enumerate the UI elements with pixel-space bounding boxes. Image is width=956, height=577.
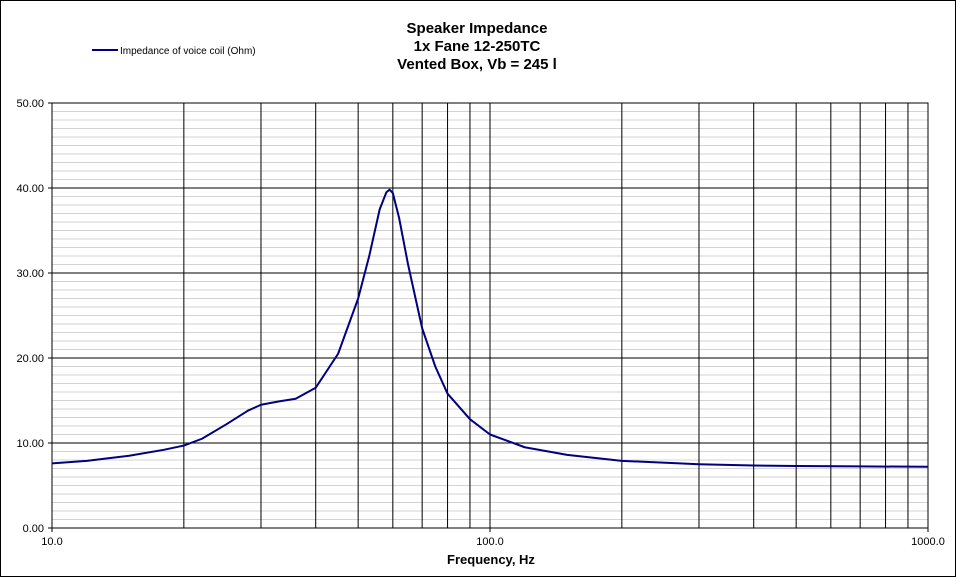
chart-title: Speaker Impedance: [407, 20, 548, 37]
y-tick-label: 40.00: [16, 183, 44, 195]
x-axis-label: Frequency, Hz: [447, 552, 535, 567]
legend: Impedance of voice coil (Ohm): [92, 46, 256, 57]
y-tick-label: 10.00: [16, 438, 44, 450]
series-line-0: [51, 188, 929, 468]
y-tick-label: 30.00: [16, 268, 44, 280]
tick-layer: 0.00 10.00 20.00 30.00 40.00 50.00 10.0 100.0 10…: [16, 98, 944, 548]
x-tick-label: 1000.0: [911, 536, 945, 548]
grid-layer: [52, 103, 928, 528]
series-layer: [51, 188, 929, 468]
y-tick-label: 20.00: [16, 353, 44, 365]
chart-subtitle-line-1: 1x Fane 12-250TC: [414, 38, 541, 55]
chart-subtitle-line-2: Vented Box, Vb = 245 l: [397, 56, 557, 73]
x-tick-label: 10.0: [41, 536, 62, 548]
x-tick-label: 100.0: [476, 536, 504, 548]
legend-label: Impedance of voice coil (Ohm): [120, 46, 256, 57]
y-tick-label: 0.00: [23, 523, 44, 535]
y-tick-label: 50.00: [16, 98, 44, 110]
